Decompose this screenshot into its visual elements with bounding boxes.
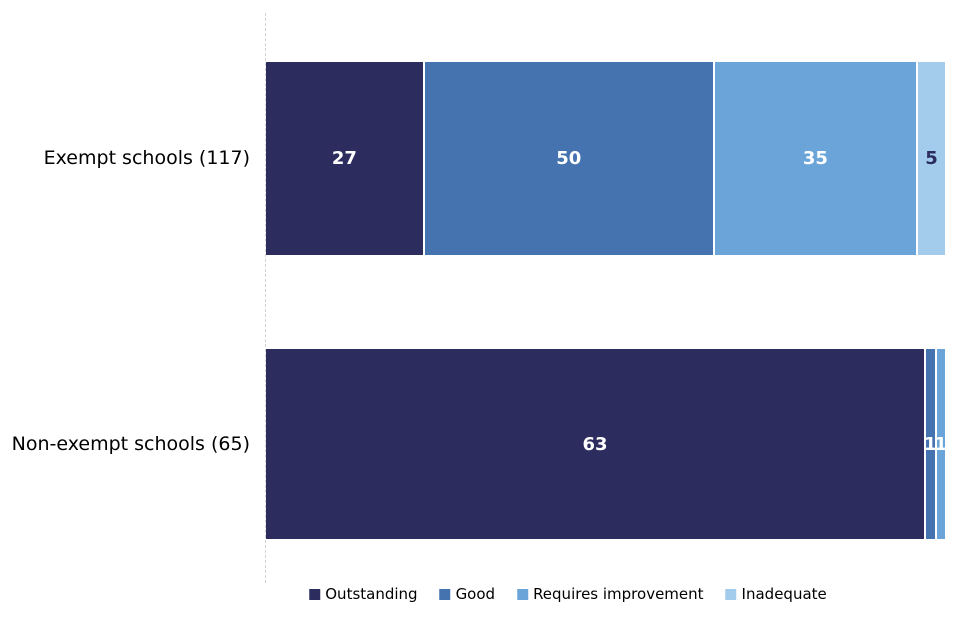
bar-segment-requires-improvement: 1 [934, 349, 948, 539]
segment-value-label: 5 [925, 148, 938, 169]
segment-value-label: 63 [582, 433, 608, 455]
bar-segment-good: 50 [422, 62, 713, 255]
legend-item-inadequate: Inadequate [725, 585, 827, 603]
bar-segment-outstanding: 63 [266, 349, 925, 539]
segment-value-label: 1 [924, 433, 937, 455]
legend: Outstanding Good Requires improvement Inade… [309, 583, 827, 605]
legend-label: Inadequate [741, 585, 827, 603]
legend-swatch-icon [517, 588, 529, 600]
segment-value-label: 35 [802, 148, 828, 169]
category-label-non-exempt-schools: Non-exempt schools (65) [11, 433, 250, 455]
legend-label: Outstanding [325, 585, 418, 603]
bar-exempt-schools: 27 50 35 5 [266, 62, 945, 255]
bar-segment-inadequate: 5 [915, 62, 945, 255]
bar-segment-requires-improvement: 35 [712, 62, 916, 255]
legend-label: Good [455, 585, 496, 603]
bar-segment-good: 1 [924, 349, 937, 539]
category-label-exempt-schools: Exempt schools (117) [43, 147, 250, 169]
segment-value-label: 27 [331, 148, 357, 169]
bar-segment-outstanding: 27 [266, 62, 423, 255]
legend-item-outstanding: Outstanding [309, 585, 418, 603]
legend-item-requires-improvement: Requires improvement [517, 585, 704, 603]
legend-item-good: Good [439, 585, 496, 603]
category-axis-line [265, 13, 266, 583]
segment-value-label: 50 [556, 148, 582, 169]
legend-swatch-icon [725, 588, 737, 600]
legend-swatch-icon [309, 588, 321, 600]
legend-label: Requires improvement [533, 585, 704, 603]
bar-non-exempt-schools: 63 1 1 [266, 349, 948, 539]
segment-value-label: 1 [934, 433, 948, 455]
legend-swatch-icon [439, 588, 451, 600]
